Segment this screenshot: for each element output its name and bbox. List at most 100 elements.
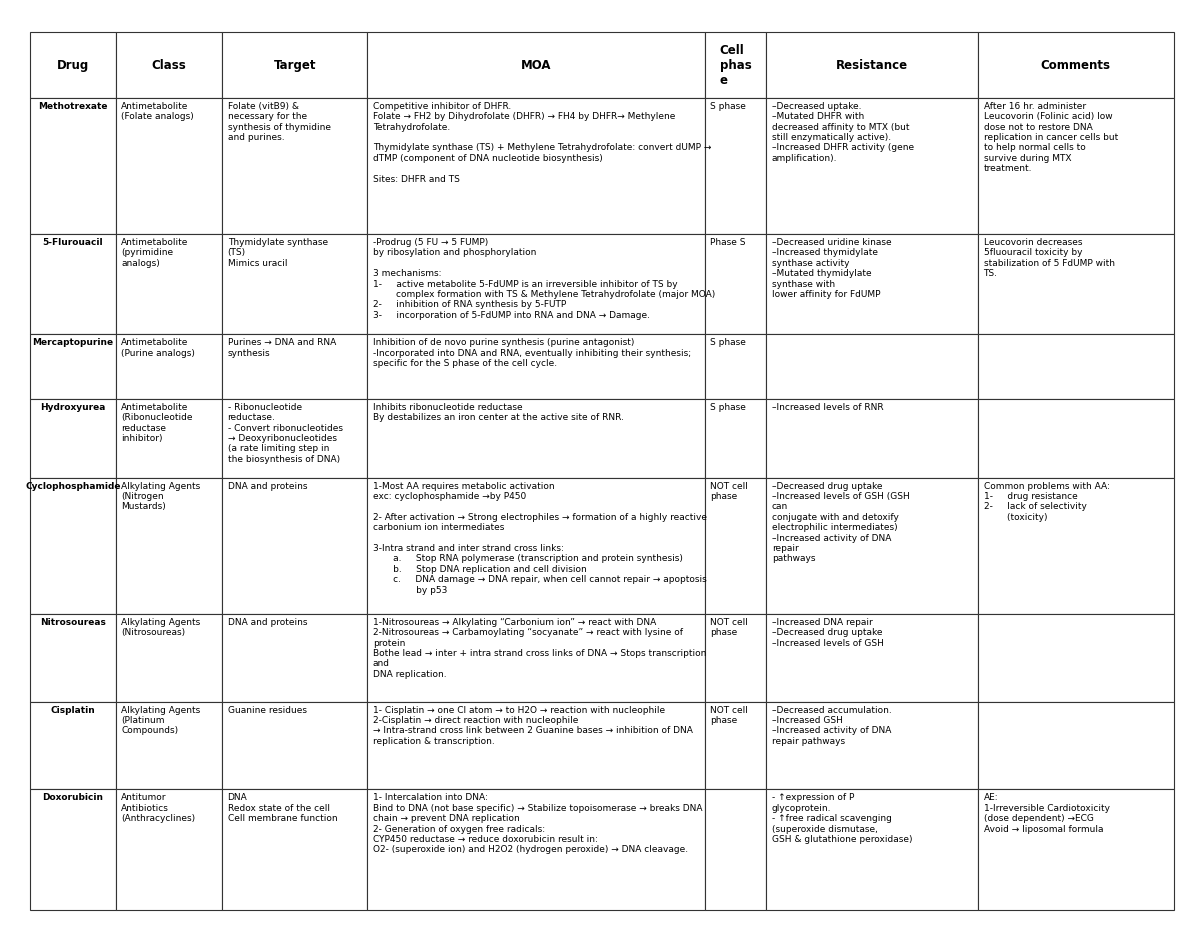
Bar (704, 702, 767, 790)
Text: Phase S: Phase S (710, 238, 745, 247)
Bar (115, 790, 222, 910)
Bar (767, 614, 978, 702)
Bar (30, 399, 115, 477)
Text: Class: Class (151, 58, 186, 71)
Text: MOA: MOA (521, 58, 551, 71)
Text: DNA
Redox state of the cell
Cell membrane function: DNA Redox state of the cell Cell membran… (228, 794, 337, 823)
Bar (704, 234, 767, 335)
Text: Guanine residues: Guanine residues (228, 705, 307, 715)
Text: Thymidylate synthase
(TS)
Mimics uracil: Thymidylate synthase (TS) Mimics uracil (228, 238, 328, 268)
Bar (978, 477, 1174, 614)
Bar (978, 614, 1174, 702)
Text: S phase: S phase (710, 102, 746, 111)
Text: –Increased levels of RNR: –Increased levels of RNR (772, 403, 883, 412)
Bar (30, 477, 115, 614)
Text: Inhibition of de novo purine synthesis (purine antagonist)
-Incorporated into DN: Inhibition of de novo purine synthesis (… (373, 338, 691, 368)
Bar (704, 32, 767, 98)
Text: Cisplatin: Cisplatin (50, 705, 95, 715)
Text: 1- Intercalation into DNA:
Bind to DNA (not base specific) → Stabilize topoisome: 1- Intercalation into DNA: Bind to DNA (… (373, 794, 702, 855)
Text: 1-Nitrosoureas → Alkylating “Carbonium ion” → react with DNA
2-Nitrosoureas → Ca: 1-Nitrosoureas → Alkylating “Carbonium i… (373, 617, 707, 679)
Bar (978, 399, 1174, 477)
Bar (222, 614, 367, 702)
Text: Antimetabolite
(Ribonucleotide
reductase
inhibitor): Antimetabolite (Ribonucleotide reductase… (121, 403, 193, 443)
Bar (367, 234, 704, 335)
Bar (115, 32, 222, 98)
Bar (767, 98, 978, 234)
Text: Resistance: Resistance (836, 58, 908, 71)
Text: DNA and proteins: DNA and proteins (228, 617, 307, 627)
Text: Inhibits ribonucleotide reductase
By destabilizes an iron center at the active s: Inhibits ribonucleotide reductase By des… (373, 403, 624, 422)
Bar (115, 614, 222, 702)
Text: NOT cell
phase: NOT cell phase (710, 617, 748, 637)
Bar (767, 32, 978, 98)
Bar (767, 234, 978, 335)
Bar (367, 790, 704, 910)
Bar (30, 234, 115, 335)
Text: Antimetabolite
(Folate analogs): Antimetabolite (Folate analogs) (121, 102, 194, 121)
Text: 1- Cisplatin → one Cl atom → to H2O → reaction with nucleophile
2-Cisplatin → di: 1- Cisplatin → one Cl atom → to H2O → re… (373, 705, 692, 746)
Bar (704, 477, 767, 614)
Text: NOT cell
phase: NOT cell phase (710, 705, 748, 725)
Bar (978, 702, 1174, 790)
Bar (222, 98, 367, 234)
Bar (30, 702, 115, 790)
Bar (978, 32, 1174, 98)
Text: Nitrosoureas: Nitrosoureas (40, 617, 106, 627)
Text: –Increased DNA repair
–Decreased drug uptake
–Increased levels of GSH: –Increased DNA repair –Decreased drug up… (772, 617, 884, 648)
Text: DNA and proteins: DNA and proteins (228, 482, 307, 490)
Text: 5-Flurouacil: 5-Flurouacil (42, 238, 103, 247)
Text: 1-Most AA requires metabolic activation
exc: cyclophosphamide →by P450

2- After: 1-Most AA requires metabolic activation … (373, 482, 707, 594)
Text: S phase: S phase (710, 403, 746, 412)
Bar (704, 614, 767, 702)
Bar (704, 790, 767, 910)
Text: Leucovorin decreases
5fluouracil toxicity by
stabilization of 5 FdUMP with
TS.: Leucovorin decreases 5fluouracil toxicit… (984, 238, 1115, 278)
Text: –Decreased uptake.
–Mutated DHFR with
decreased affinity to MTX (but
still enzym: –Decreased uptake. –Mutated DHFR with de… (772, 102, 914, 163)
Text: NOT cell
phase: NOT cell phase (710, 482, 748, 502)
Text: Alkylating Agents
(Nitrosoureas): Alkylating Agents (Nitrosoureas) (121, 617, 200, 637)
Text: –Decreased drug uptake
–Increased levels of GSH (GSH
can
conjugate with and deto: –Decreased drug uptake –Increased levels… (772, 482, 910, 564)
Bar (30, 335, 115, 399)
Bar (978, 335, 1174, 399)
Bar (767, 335, 978, 399)
Bar (30, 614, 115, 702)
Text: Common problems with AA:
1-     drug resistance
2-     lack of selectivity
     : Common problems with AA: 1- drug resista… (984, 482, 1110, 522)
Text: Target: Target (274, 58, 316, 71)
Bar (30, 32, 115, 98)
Text: Antitumor
Antibiotics
(Anthracyclines): Antitumor Antibiotics (Anthracyclines) (121, 794, 196, 823)
Bar (978, 234, 1174, 335)
Bar (704, 98, 767, 234)
Text: Antimetabolite
(Purine analogs): Antimetabolite (Purine analogs) (121, 338, 196, 358)
Text: Cell
phas
e: Cell phas e (720, 44, 751, 86)
Bar (222, 399, 367, 477)
Bar (222, 335, 367, 399)
Bar (978, 790, 1174, 910)
Text: Purines → DNA and RNA
synthesis: Purines → DNA and RNA synthesis (228, 338, 336, 358)
Bar (767, 477, 978, 614)
Bar (367, 477, 704, 614)
Bar (222, 32, 367, 98)
Bar (767, 790, 978, 910)
Bar (115, 477, 222, 614)
Bar (222, 790, 367, 910)
Bar (222, 702, 367, 790)
Text: Drug: Drug (56, 58, 89, 71)
Text: –Decreased uridine kinase
–Increased thymidylate
synthase activity
–Mutated thym: –Decreased uridine kinase –Increased thy… (772, 238, 892, 299)
Bar (367, 702, 704, 790)
Text: AE:
1-Irreversible Cardiotoxicity
(dose dependent) →ECG
Avoid → liposomal formul: AE: 1-Irreversible Cardiotoxicity (dose … (984, 794, 1110, 833)
Text: –Decreased accumulation.
–Increased GSH
–Increased activity of DNA
repair pathwa: –Decreased accumulation. –Increased GSH … (772, 705, 892, 746)
Bar (767, 399, 978, 477)
Bar (115, 335, 222, 399)
Text: Mercaptopurine: Mercaptopurine (32, 338, 114, 348)
Text: Antimetabolite
(pyrimidine
analogs): Antimetabolite (pyrimidine analogs) (121, 238, 188, 268)
Text: Folate (vitB9) &
necessary for the
synthesis of thymidine
and purines.: Folate (vitB9) & necessary for the synth… (228, 102, 331, 142)
Text: - ↑expression of P
glycoprotein.
- ↑free radical scavenging
(superoxide dismutas: - ↑expression of P glycoprotein. - ↑free… (772, 794, 912, 844)
Bar (367, 98, 704, 234)
Text: After 16 hr. administer
Leucovorin (Folinic acid) low
dose not to restore DNA
re: After 16 hr. administer Leucovorin (Foli… (984, 102, 1117, 173)
Bar (30, 98, 115, 234)
Bar (367, 32, 704, 98)
Bar (367, 335, 704, 399)
Bar (115, 234, 222, 335)
Text: Cyclophosphamide: Cyclophosphamide (25, 482, 121, 490)
Bar (115, 702, 222, 790)
Bar (115, 98, 222, 234)
